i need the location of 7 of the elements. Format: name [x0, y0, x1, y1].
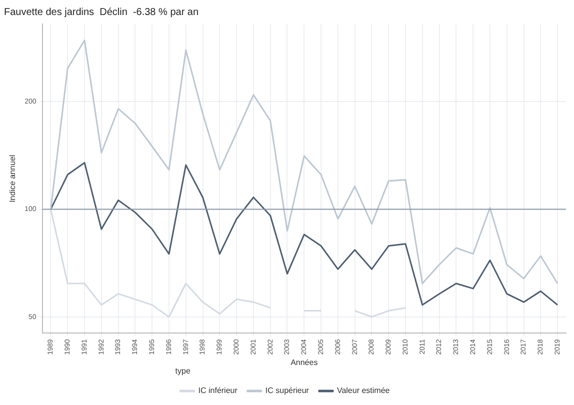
x-axis-title: Années	[290, 358, 318, 367]
legend-label: Valeur estimée	[336, 386, 390, 396]
y-axis-title: Indice annuel	[8, 154, 18, 202]
legend-label: IC supérieur	[265, 386, 310, 396]
legend-label: IC inférieur	[198, 386, 238, 396]
chart-title: Fauvette des jardins Déclin -6.38 % par an	[4, 6, 199, 18]
legend-title: type	[175, 366, 191, 376]
